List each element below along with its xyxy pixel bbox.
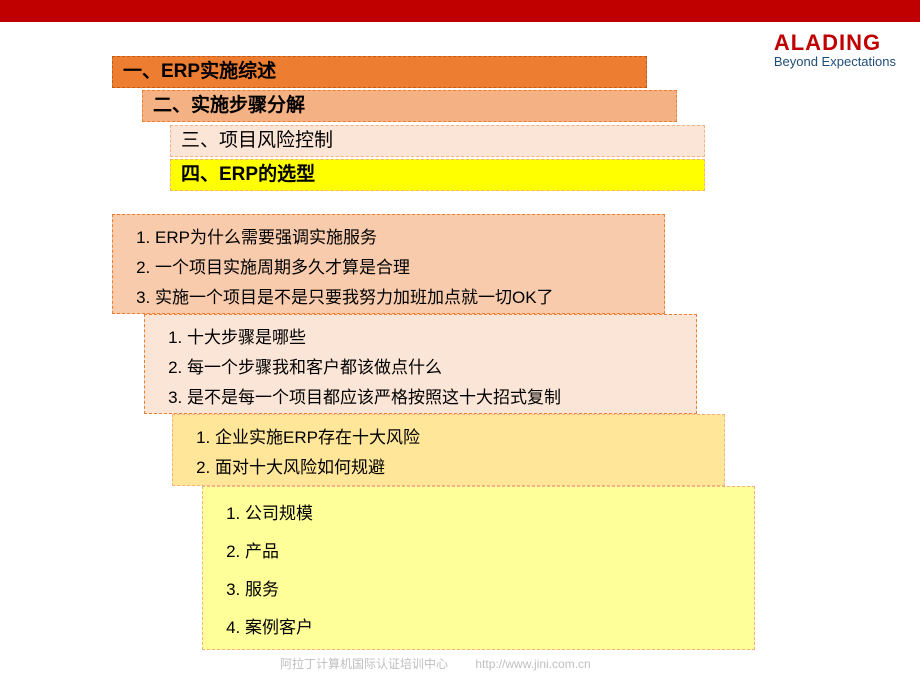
footer: 阿拉丁计算机国际认证培训中心 http://www.jini.com.cn (280, 655, 591, 672)
list-item: 服务 (245, 571, 740, 609)
list-item: 面对十大风险如何规避 (215, 453, 710, 483)
tab-2: 二、实施步骤分解 (142, 90, 677, 122)
block-2: 十大步骤是哪些 每一个步骤我和客户都该做点什么 是不是每一个项目都应该严格按照这… (144, 314, 697, 414)
footer-url: http://www.jini.com.cn (475, 657, 590, 671)
logo-title: ALADING (774, 30, 896, 56)
block-1: ERP为什么需要强调实施服务 一个项目实施周期多久才算是合理 实施一个项目是不是… (112, 214, 665, 314)
logo: ALADING Beyond Expectations (774, 30, 896, 69)
list-item: 企业实施ERP存在十大风险 (215, 423, 710, 453)
list-item: ERP为什么需要强调实施服务 (155, 223, 650, 253)
tab-1: 一、ERP实施综述 (112, 56, 647, 88)
list-item: 实施一个项目是不是只要我努力加班加点就一切OK了 (155, 283, 650, 313)
list-item: 一个项目实施周期多久才算是合理 (155, 253, 650, 283)
block-3: 企业实施ERP存在十大风险 面对十大风险如何规避 (172, 414, 725, 486)
footer-org: 阿拉丁计算机国际认证培训中心 (280, 657, 448, 671)
list-item: 是不是每一个项目都应该严格按照这十大招式复制 (187, 383, 682, 413)
list-item: 公司规模 (245, 495, 740, 533)
list-item: 案例客户 (245, 609, 740, 647)
block-4: 公司规模 产品 服务 案例客户 (202, 486, 755, 650)
list-item: 产品 (245, 533, 740, 571)
tab-4: 四、ERP的选型 (170, 159, 705, 191)
top-bar (0, 0, 920, 22)
list-item: 每一个步骤我和客户都该做点什么 (187, 353, 682, 383)
logo-subtitle: Beyond Expectations (774, 54, 896, 69)
tab-3: 三、项目风险控制 (170, 125, 705, 157)
list-item: 十大步骤是哪些 (187, 323, 682, 353)
